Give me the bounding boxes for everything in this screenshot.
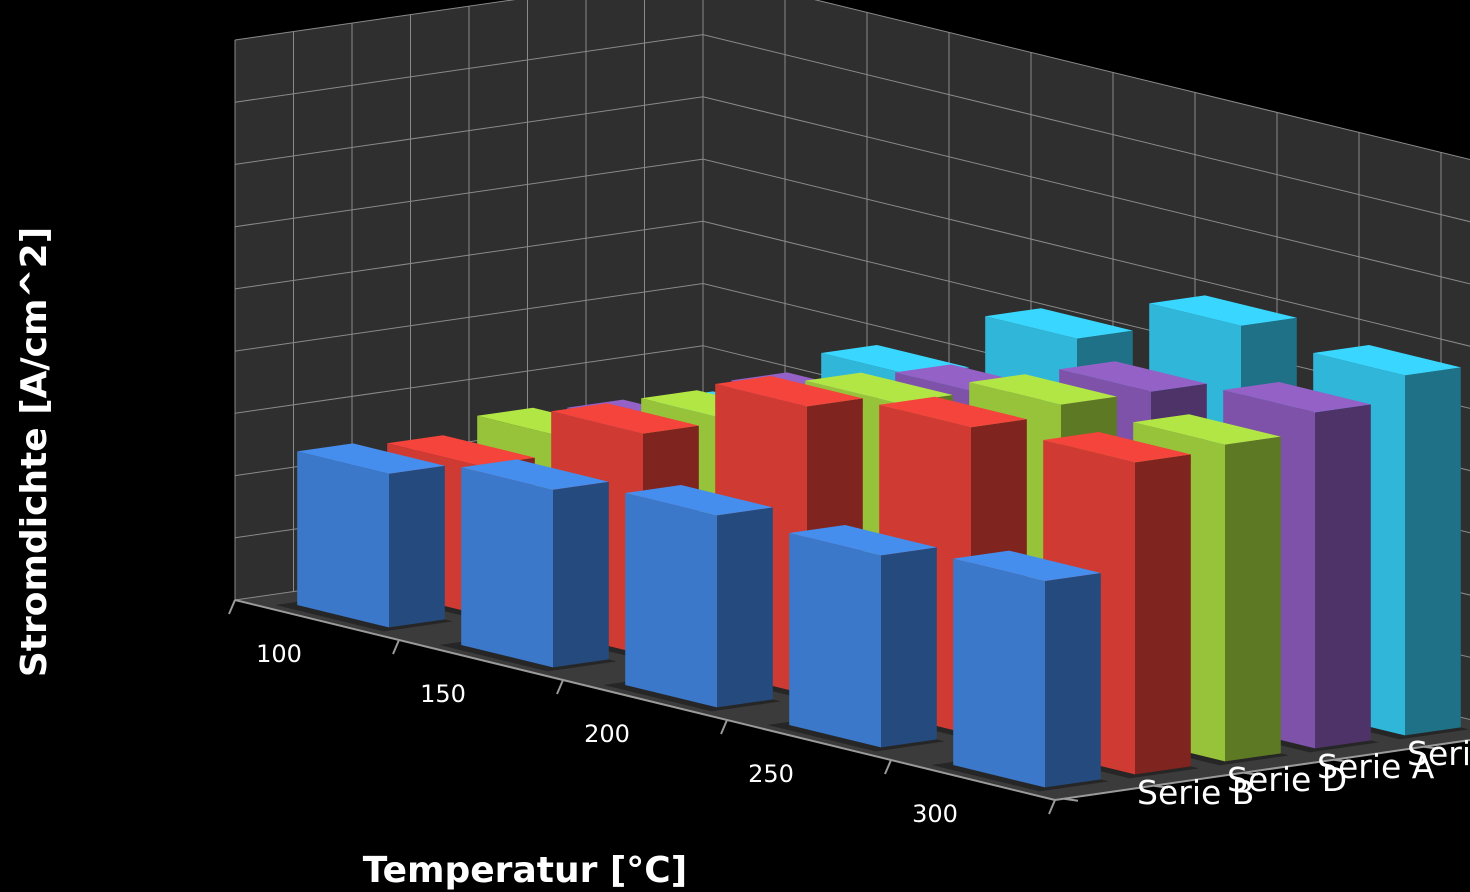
x-tick-label: 200: [584, 720, 630, 748]
gridline: [234, 0, 1470, 160]
bars: [275, 295, 1469, 792]
x-tick: [392, 639, 400, 655]
bar-side-face: [553, 481, 609, 668]
bar-side-face: [389, 465, 445, 628]
bar-top-face: [625, 485, 773, 516]
series-label: Serie A: [1317, 747, 1435, 786]
bar-side-face: [1315, 404, 1371, 749]
bar-top-face: [715, 376, 863, 407]
bar-top-face: [789, 525, 937, 556]
bar-serie-b-300: [931, 550, 1109, 792]
series-label: Serie B: [1137, 773, 1254, 812]
bar-serie-b-200: [603, 485, 781, 712]
x-tick: [556, 679, 564, 695]
x-tick: [720, 719, 728, 735]
series-label: Serie D: [1227, 760, 1347, 799]
bar-top-face: [1133, 414, 1281, 445]
series-tick: [1243, 771, 1259, 776]
bar-top-face: [953, 550, 1101, 581]
x-axis-line: [234, 599, 1056, 801]
bar-top-face: [985, 308, 1133, 339]
x-tick: [228, 599, 236, 615]
x-tick: [1048, 799, 1056, 815]
bar-side-face: [1225, 436, 1281, 762]
bar-serie-b-250: [767, 525, 945, 752]
bar-front-face: [953, 558, 1045, 788]
bar-top-face: [1059, 361, 1207, 392]
bar-top-face: [387, 435, 535, 466]
series-tick: [1063, 797, 1079, 802]
bar-front-face: [297, 451, 389, 628]
x-tick: [884, 759, 892, 775]
bar-top-face: [1043, 432, 1191, 463]
x-tick-label: 250: [748, 760, 794, 788]
series-tick: [1153, 784, 1169, 789]
y-axis-title: Stromdichte [A/cm^2]: [14, 227, 55, 677]
bar-top-face: [805, 372, 953, 403]
series-tick: [1423, 745, 1439, 750]
bar-top-face: [1149, 295, 1297, 326]
bar-serie-b-100: [275, 443, 453, 632]
bar-front-face: [789, 533, 881, 748]
bar-top-face: [1313, 345, 1461, 376]
axes: [228, 599, 1470, 815]
bar-side-face: [1405, 367, 1461, 736]
x-axis-title: Temperatur [°C]: [363, 850, 687, 891]
bar-top-face: [551, 403, 699, 434]
x-tick-label: 100: [256, 640, 302, 668]
bar-top-face: [969, 374, 1117, 405]
series-axis-line: [1054, 739, 1470, 801]
series-tick: [1333, 758, 1349, 763]
series-label: Serie E: [1407, 734, 1470, 773]
bar-serie-b-150: [439, 459, 617, 672]
bar-side-face: [1045, 573, 1101, 788]
x-tick-label: 150: [420, 680, 466, 708]
bar-top-face: [879, 396, 1027, 428]
bar-side-face: [881, 547, 937, 748]
bar-side-face: [1135, 454, 1191, 775]
bar-side-face: [717, 507, 773, 708]
x-tick-label: 300: [912, 800, 958, 828]
bar-front-face: [625, 493, 717, 708]
bar-top-face: [1223, 382, 1371, 413]
bar-top-face: [461, 459, 609, 490]
bar-front-face: [461, 467, 553, 668]
bar-top-face: [297, 443, 445, 474]
x-tick-labels: 100 150 200 250 300: [256, 640, 958, 828]
